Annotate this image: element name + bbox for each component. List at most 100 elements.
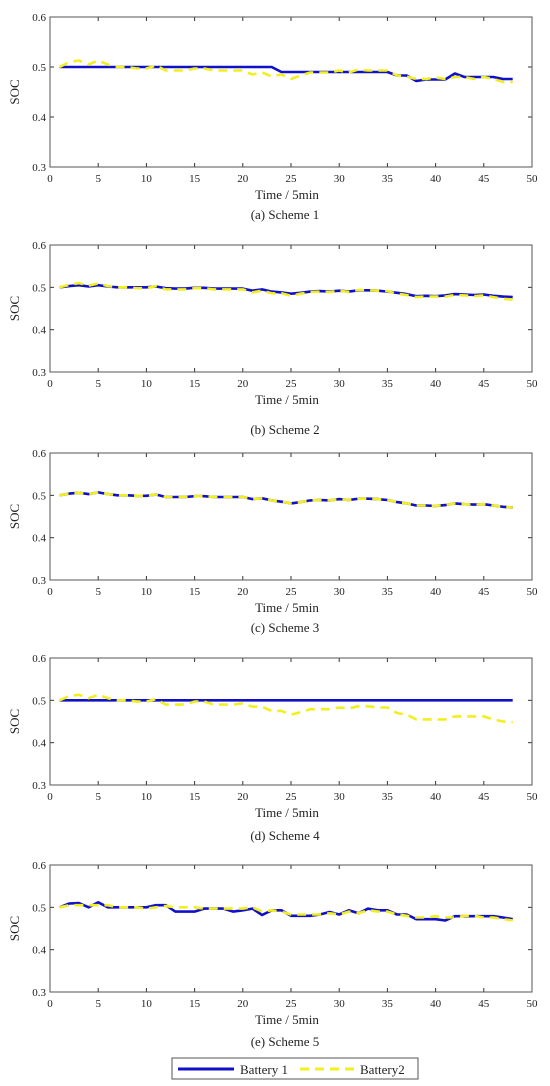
x-tick-label: 20 <box>237 173 249 185</box>
y-tick-label: 0.3 <box>32 780 46 792</box>
chart-caption: (d) Scheme 4 <box>250 828 320 843</box>
x-tick-label: 45 <box>478 173 490 185</box>
x-tick-label: 10 <box>141 173 153 185</box>
x-axis-label: Time / 5min <box>255 805 319 820</box>
x-tick-label: 30 <box>334 378 346 390</box>
x-tick-label: 35 <box>382 791 394 803</box>
x-tick-label: 50 <box>527 378 539 390</box>
x-tick-label: 15 <box>189 791 201 803</box>
y-tick-label: 0.4 <box>32 533 46 545</box>
x-tick-label: 0 <box>47 378 53 390</box>
x-tick-label: 45 <box>478 586 490 598</box>
y-axis-label: SOC <box>7 709 22 734</box>
y-tick-label: 0.6 <box>32 448 46 460</box>
x-tick-label: 25 <box>286 586 298 598</box>
y-axis-label: SOC <box>7 916 22 941</box>
x-tick-label: 0 <box>47 586 53 598</box>
x-tick-label: 30 <box>334 791 346 803</box>
y-tick-label: 0.5 <box>32 62 46 74</box>
series-line-battery-2 <box>59 59 513 84</box>
plot-frame <box>49 16 533 168</box>
x-tick-label: 45 <box>478 378 490 390</box>
x-tick-label: 20 <box>237 998 249 1010</box>
x-tick-label: 30 <box>334 173 346 185</box>
y-tick-label: 0.3 <box>32 162 46 174</box>
x-axis-label: Time / 5min <box>255 1012 319 1027</box>
x-tick-label: 15 <box>189 586 201 598</box>
x-tick-label: 5 <box>95 378 101 390</box>
x-tick-label: 10 <box>141 791 153 803</box>
y-axis-label: SOC <box>7 504 22 529</box>
y-tick-label: 0.4 <box>32 112 46 124</box>
y-tick-label: 0.6 <box>32 653 46 665</box>
x-tick-label: 0 <box>47 998 53 1010</box>
y-tick-label: 0.6 <box>32 240 46 252</box>
x-tick-label: 10 <box>141 998 153 1010</box>
x-tick-label: 10 <box>141 378 153 390</box>
plot-frame <box>49 864 533 993</box>
x-tick-label: 50 <box>527 791 539 803</box>
legend: Battery 1 Battery2 <box>171 1057 419 1080</box>
x-axis-label: Time / 5min <box>255 187 319 202</box>
x-tick-label: 35 <box>382 173 394 185</box>
x-tick-label: 35 <box>382 378 394 390</box>
x-tick-label: 40 <box>430 998 442 1010</box>
plot-frame <box>49 657 533 786</box>
x-tick-label: 35 <box>382 998 394 1010</box>
x-tick-label: 30 <box>334 586 346 598</box>
series-line-battery-2 <box>59 903 513 922</box>
y-tick-label: 0.3 <box>32 987 46 999</box>
x-tick-label: 5 <box>95 791 101 803</box>
x-tick-label: 15 <box>189 173 201 185</box>
x-tick-label: 45 <box>478 998 490 1010</box>
x-tick-label: 40 <box>430 586 442 598</box>
y-tick-label: 0.4 <box>32 945 46 957</box>
chart-scheme-1: 0 5 10 15 20 25 30 35 40 45 50 0.3 0.4 0.5 0.6 Time / 5… <box>7 12 538 222</box>
y-tick-label: 0.6 <box>32 12 46 24</box>
x-tick-label: 40 <box>430 173 442 185</box>
y-axis-label: SOC <box>7 79 22 104</box>
x-tick-label: 20 <box>237 586 249 598</box>
y-tick-label: 0.4 <box>32 738 46 750</box>
x-tick-label: 50 <box>527 173 539 185</box>
x-tick-label: 30 <box>334 998 346 1010</box>
x-tick-label: 25 <box>286 378 298 390</box>
x-tick-label: 20 <box>237 791 249 803</box>
x-tick-label: 5 <box>95 173 101 185</box>
chart-scheme-2: 0 5 10 15 20 25 30 35 40 45 50 0.3 0.4 0.5 0.6 Time / 5… <box>7 240 538 437</box>
y-tick-label: 0.5 <box>32 695 46 707</box>
y-tick-label: 0.6 <box>32 860 46 872</box>
x-tick-label: 25 <box>286 998 298 1010</box>
x-tick-label: 0 <box>47 791 53 803</box>
x-tick-label: 0 <box>47 173 53 185</box>
series-line-battery-2 <box>59 491 513 509</box>
chart-scheme-5: 0 5 10 15 20 25 30 35 40 45 50 0.3 0.4 0.5 0.6 Time / 5… <box>7 860 538 1049</box>
y-axis-label: SOC <box>7 296 22 321</box>
x-axis-label: Time / 5min <box>255 392 319 407</box>
chart-caption: (b) Scheme 2 <box>250 422 319 437</box>
legend-label-battery-2: Battery2 <box>360 1062 405 1077</box>
x-axis-label: Time / 5min <box>255 600 319 615</box>
x-tick-label: 15 <box>189 378 201 390</box>
x-tick-label: 50 <box>527 586 539 598</box>
series-line-battery-1 <box>59 900 513 922</box>
y-tick-label: 0.5 <box>32 490 46 502</box>
chart-caption: (a) Scheme 1 <box>251 207 320 222</box>
y-tick-label: 0.4 <box>32 325 46 337</box>
x-tick-label: 10 <box>141 586 153 598</box>
x-tick-label: 40 <box>430 791 442 803</box>
plot-frame <box>49 452 533 581</box>
chart-caption: (c) Scheme 3 <box>251 620 320 635</box>
x-tick-label: 50 <box>527 998 539 1010</box>
y-tick-label: 0.5 <box>32 282 46 294</box>
legend-box <box>171 1057 419 1080</box>
chart-scheme-3: 0 5 10 15 20 25 30 35 40 45 50 0.3 0.4 0.5 0.6 Time / 5… <box>7 448 538 635</box>
x-tick-label: 40 <box>430 378 442 390</box>
chart-caption: (e) Scheme 5 <box>251 1034 320 1049</box>
x-tick-label: 15 <box>189 998 201 1010</box>
legend-label-battery-1: Battery 1 <box>240 1062 288 1077</box>
x-tick-label: 25 <box>286 173 298 185</box>
x-tick-label: 5 <box>95 998 101 1010</box>
y-tick-label: 0.3 <box>32 367 46 379</box>
